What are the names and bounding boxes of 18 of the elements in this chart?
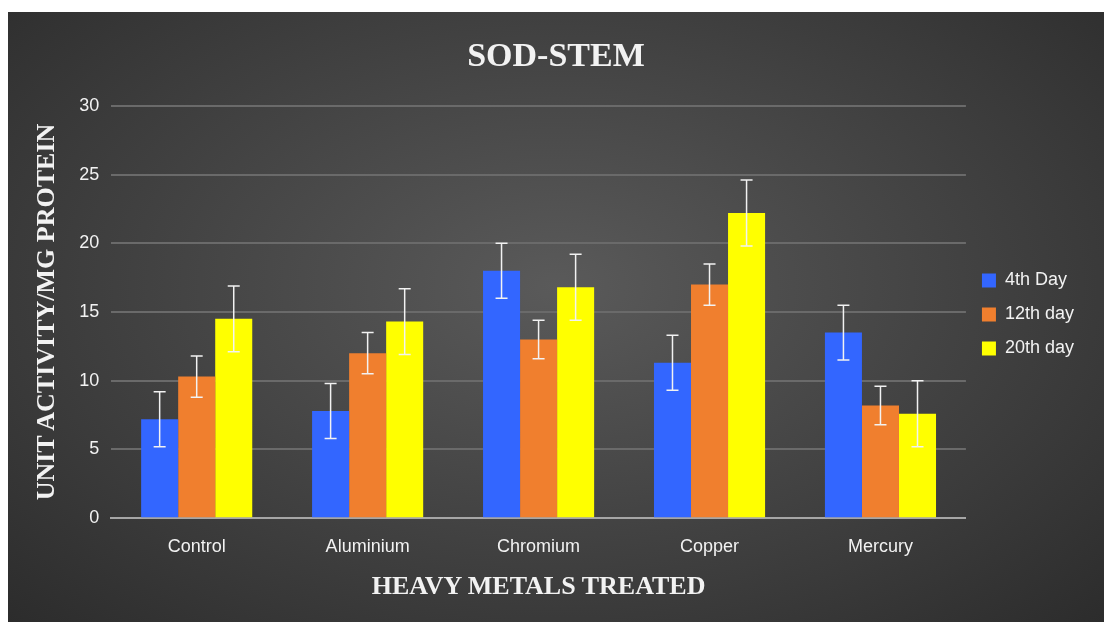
y-tick-label: 10 [79,369,100,390]
x-tick-label: Copper [680,535,740,556]
chart-title: SOD-STEM [467,36,645,74]
x-tick-label: Aluminium [325,535,410,556]
x-tick-label: Mercury [847,535,913,556]
y-tick-label: 5 [89,438,100,459]
x-tick-label: Control [167,535,226,556]
y-tick-label: 25 [79,163,100,184]
y-axis-title: UNIT ACTIVITY/MG PROTEIN [31,123,61,501]
x-axis-title: HEAVY METALS TREATED [371,571,706,601]
x-tick-label: Chromium [497,535,581,556]
y-tick-label: 30 [79,94,100,115]
legend-label: 12th day [1004,303,1075,324]
legend-label: 20th day [1004,337,1075,358]
y-tick-label: 15 [79,300,100,321]
y-tick-label: 0 [89,507,100,528]
legend-label: 4th Day [1004,269,1067,290]
y-tick-label: 20 [79,232,100,253]
